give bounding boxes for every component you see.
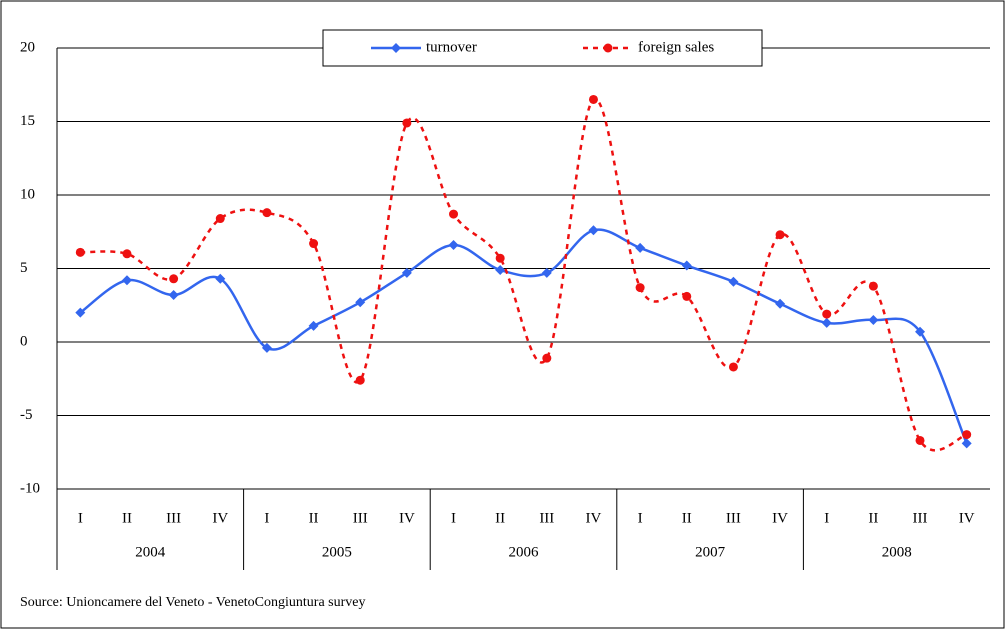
marker [728,362,738,372]
marker [775,298,786,309]
y-tick-label: 5 [20,260,28,276]
y-tick-label: -10 [20,480,40,496]
x-tick-label: III [913,510,928,526]
marker [449,209,459,219]
x-tick-label: II [495,510,505,526]
x-tick-label: IV [399,510,415,526]
marker [75,307,86,318]
marker [495,264,506,275]
marker [402,118,412,128]
x-tick-label: II [122,510,132,526]
marker [682,291,692,301]
x-tick-label: IV [586,510,602,526]
y-tick-label: 10 [20,186,35,202]
marker [308,320,319,331]
marker [728,276,739,287]
source-note: Source: Unioncamere del Veneto - VenetoC… [20,595,366,610]
year-label: 2004 [135,544,166,560]
y-tick-label: 20 [20,39,35,55]
x-tick-label: II [682,510,692,526]
marker [495,253,505,263]
marker [775,230,785,240]
marker [915,326,926,337]
x-tick-label: I [451,510,456,526]
x-tick-label: I [824,510,829,526]
x-tick-label: III [539,510,554,526]
x-tick-label: II [868,510,878,526]
marker [391,43,401,53]
marker [168,289,179,300]
marker [915,435,925,445]
marker [821,317,832,328]
year-label: 2008 [882,544,912,560]
series-line [80,98,968,452]
x-tick-label: I [264,510,269,526]
marker [309,239,319,249]
year-label: 2006 [509,544,540,560]
x-tick-label: III [726,510,741,526]
marker [541,267,552,278]
marker [401,267,412,278]
x-tick-label: III [353,510,368,526]
x-tick-label: I [638,510,643,526]
marker [681,260,692,271]
marker [355,375,365,385]
marker [822,309,832,319]
marker [121,275,132,286]
marker [962,430,972,440]
marker [215,273,226,284]
marker [355,297,366,308]
marker [169,274,179,284]
marker [215,214,225,224]
marker [261,342,272,353]
year-label: 2005 [322,544,352,560]
marker [868,314,879,325]
x-tick-label: IV [772,510,788,526]
y-tick-label: 0 [20,333,28,349]
x-tick-label: II [309,510,319,526]
marker [588,94,598,104]
y-tick-label: 15 [20,113,35,129]
marker [635,242,646,253]
marker [542,353,552,363]
x-tick-label: IV [959,510,975,526]
y-tick-label: -5 [20,407,33,423]
marker [635,283,645,293]
legend-label: turnover [426,39,477,55]
year-label: 2007 [695,544,726,560]
marker [448,239,459,250]
x-tick-label: III [166,510,181,526]
legend-label: foreign sales [638,39,714,55]
x-tick-label: IV [212,510,228,526]
marker [603,43,613,53]
marker [122,249,132,259]
marker [262,208,272,218]
x-tick-label: I [78,510,83,526]
marker [961,438,972,449]
marker [588,225,599,236]
marker [75,247,85,257]
marker [868,281,878,291]
